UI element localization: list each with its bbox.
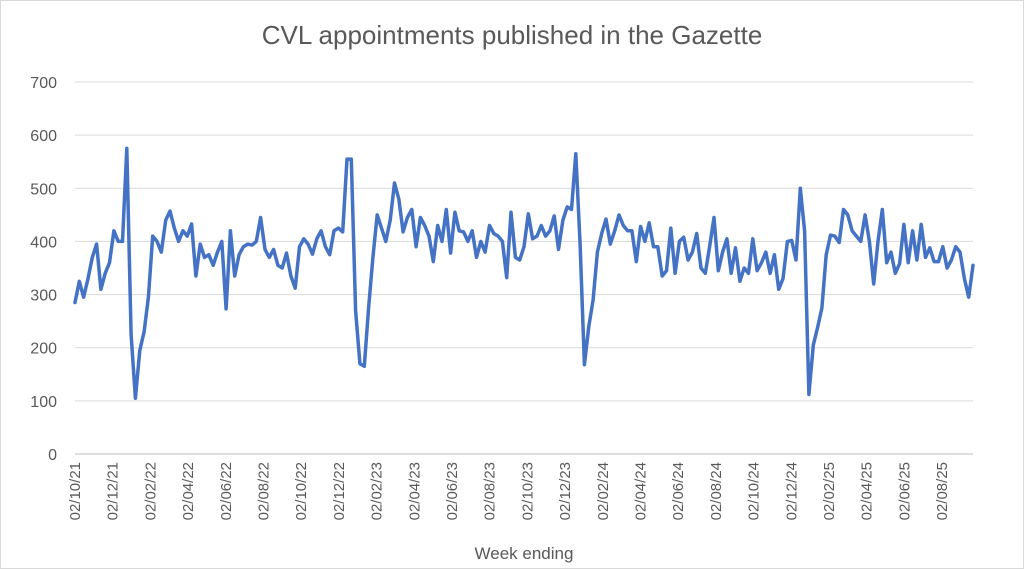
x-tick-label: 02/08/25 <box>934 462 951 520</box>
x-tick-label: 02/12/21 <box>105 462 122 520</box>
x-tick-label: 02/12/23 <box>557 462 574 520</box>
x-tick-label: 02/02/24 <box>595 462 612 520</box>
x-tick-label: 02/10/22 <box>293 462 310 520</box>
x-tick-label: 02/02/22 <box>142 462 159 520</box>
y-tick-label: 700 <box>30 75 57 92</box>
y-tick-label: 300 <box>30 288 57 305</box>
x-tick-label: 02/10/23 <box>519 462 536 520</box>
x-tick-label: 02/06/23 <box>444 462 461 520</box>
y-tick-label: 600 <box>30 128 57 145</box>
x-tick-label: 02/06/24 <box>670 462 687 520</box>
x-tick-label: 02/06/25 <box>896 462 913 520</box>
x-tick-label: 02/12/22 <box>331 462 348 520</box>
x-tick-label: 02/08/22 <box>256 462 273 520</box>
y-tick-label: 400 <box>30 234 57 251</box>
gridlines <box>75 81 973 455</box>
series-group <box>73 146 975 400</box>
x-tick-label: 02/04/22 <box>180 462 197 520</box>
x-tick-label: 02/12/24 <box>783 462 800 520</box>
y-tick-label: 100 <box>30 394 57 411</box>
x-tick-label: 02/04/23 <box>406 462 423 520</box>
x-tick-label: 02/06/22 <box>218 462 235 520</box>
y-axis-ticks: 0 100 200 300 400 500 600 700 <box>30 75 57 464</box>
y-tick-label: 200 <box>30 341 57 358</box>
x-tick-label: 02/08/23 <box>482 462 499 520</box>
x-axis-label: Week ending <box>475 544 574 563</box>
x-tick-label: 02/02/23 <box>369 462 386 520</box>
x-axis-ticks: 02/10/21 02/12/21 02/02/22 02/04/22 02/06/22… <box>67 462 951 520</box>
y-tick-label: 500 <box>30 181 57 198</box>
chart-title: CVL appointments published in the Gazett… <box>261 20 763 50</box>
y-tick-label: 0 <box>48 447 57 464</box>
x-tick-label: 02/10/24 <box>746 462 763 520</box>
x-tick-label: 02/02/25 <box>821 462 838 520</box>
x-tick-label: 02/08/24 <box>708 462 725 520</box>
series-line <box>73 146 975 400</box>
x-tick-label: 02/10/21 <box>67 462 84 520</box>
x-tick-label: 02/04/24 <box>633 462 650 520</box>
x-tick-label: 02/04/25 <box>859 462 876 520</box>
